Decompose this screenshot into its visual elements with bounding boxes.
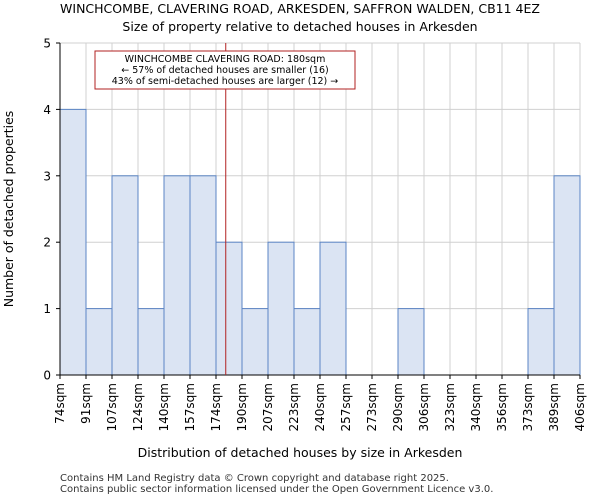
bar-207sqm [267,241,295,376]
x-tick-label: 207sqm [261,383,275,431]
x-tick-label: 157sqm [183,383,197,431]
bar-91sqm [85,308,113,376]
x-tick-label: 240sqm [313,383,327,431]
chart-subtitle: Size of property relative to detached ho… [122,19,477,34]
x-tick-label: 273sqm [365,383,379,431]
x-tick-label: 389sqm [547,383,561,431]
bar-chart: WINCHCOMBE, CLAVERING ROAD, ARKESDEN, SA… [1,1,587,460]
x-tick-label: 124sqm [131,383,145,431]
x-tick-label: 91sqm [79,383,93,424]
y-tick-label: 1 [43,302,51,316]
x-axis-title: Distribution of detached houses by size … [138,445,463,460]
annotation-line-1: WINCHCOMBE CLAVERING ROAD: 180sqm [125,54,326,65]
annotation-line-3: 43% of semi-detached houses are larger (… [112,76,339,87]
x-tick-label: 406sqm [573,383,587,431]
bar-190sqm [241,308,269,376]
x-tick-label: 356sqm [495,383,509,431]
bar-240sqm [319,241,347,376]
bar-223sqm [293,308,321,376]
y-tick-label: 5 [43,37,51,51]
x-tick-label: 140sqm [157,383,171,431]
bar-157sqm [189,175,217,376]
bar-174sqm [215,241,243,376]
footer-line-1: Contains HM Land Registry data © Crown c… [60,473,449,484]
x-tick-label: 223sqm [287,383,301,431]
bar-290sqm [397,308,425,376]
y-tick-label: 2 [43,236,51,250]
chart-title: WINCHCOMBE, CLAVERING ROAD, ARKESDEN, SA… [60,1,540,16]
x-tick-label: 257sqm [339,383,353,431]
y-tick-label: 0 [43,369,51,383]
x-tick-label: 340sqm [469,383,483,431]
bar-389sqm [553,175,581,376]
x-tick-label: 174sqm [209,383,223,431]
x-tick-label: 107sqm [105,383,119,431]
footer-line-2: Contains public sector information licen… [60,484,494,495]
bar-107sqm [111,175,139,376]
x-tick-label: 373sqm [521,383,535,431]
x-tick-label: 306sqm [417,383,431,431]
bar-140sqm [163,175,191,376]
annotation-line-2: ← 57% of detached houses are smaller (16… [121,65,328,76]
y-axis-title: Number of detached properties [1,111,16,308]
x-tick-label: 190sqm [235,383,249,431]
x-tick-label: 290sqm [391,383,405,431]
x-tick-label: 323sqm [443,383,457,431]
x-tick-label: 74sqm [53,383,67,424]
y-tick-label: 3 [43,169,51,183]
bar-74sqm [59,108,87,376]
annotation-box [94,50,356,90]
bar-373sqm [527,308,555,376]
y-tick-label: 4 [43,103,51,117]
bar-124sqm [137,308,165,376]
